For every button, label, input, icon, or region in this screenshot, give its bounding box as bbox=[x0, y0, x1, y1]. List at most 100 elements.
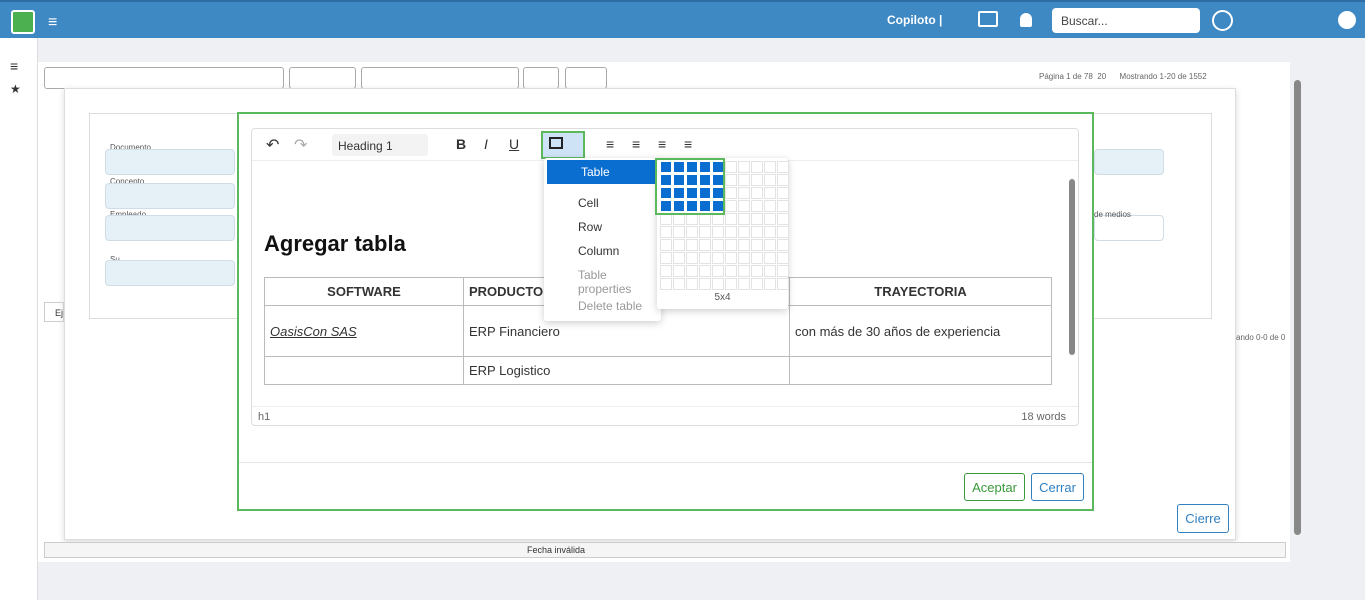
grid-cell[interactable] bbox=[738, 252, 750, 264]
grid-cell[interactable] bbox=[686, 265, 698, 277]
grid-cell[interactable] bbox=[686, 187, 698, 199]
menu-item[interactable]: Cell bbox=[578, 196, 599, 210]
grid-cell[interactable] bbox=[764, 174, 776, 186]
grid-cell[interactable] bbox=[660, 161, 672, 173]
grid-cell[interactable] bbox=[660, 187, 672, 199]
menu-item[interactable]: Table bbox=[547, 160, 658, 184]
grid-cell[interactable] bbox=[738, 226, 750, 238]
grid-cell[interactable] bbox=[725, 252, 737, 264]
grid-cell[interactable] bbox=[751, 239, 763, 251]
grid-cell[interactable] bbox=[699, 161, 711, 173]
grid-cell[interactable] bbox=[751, 161, 763, 173]
grid-cell[interactable] bbox=[673, 200, 685, 212]
justify[interactable]: ≡ bbox=[684, 136, 693, 152]
grid-cell[interactable] bbox=[686, 174, 698, 186]
toolbar[interactable] bbox=[523, 67, 559, 89]
grid-cell[interactable] bbox=[764, 187, 776, 199]
grid-cell[interactable] bbox=[725, 200, 737, 212]
grid-cell[interactable] bbox=[673, 252, 685, 264]
grid-cell[interactable] bbox=[699, 200, 711, 212]
table-button[interactable] bbox=[541, 131, 585, 159]
side-icon[interactable]: ≡ bbox=[10, 58, 19, 74]
grid-cell[interactable] bbox=[751, 174, 763, 186]
grid-cell[interactable] bbox=[660, 174, 672, 186]
grid-cell[interactable] bbox=[751, 226, 763, 238]
italic[interactable]: I bbox=[484, 136, 488, 152]
grid-cell[interactable] bbox=[673, 226, 685, 238]
grid-cell[interactable] bbox=[712, 265, 724, 277]
grid-cell[interactable] bbox=[751, 187, 763, 199]
grid-cell[interactable] bbox=[699, 187, 711, 199]
grid-cell[interactable] bbox=[777, 174, 789, 186]
grid-cell[interactable] bbox=[725, 161, 737, 173]
align-right[interactable]: ≡ bbox=[658, 136, 667, 152]
grid-cell[interactable] bbox=[738, 187, 750, 199]
field[interactable] bbox=[1094, 149, 1164, 175]
grid-cell[interactable] bbox=[738, 174, 750, 186]
page-size[interactable]: 20 bbox=[1097, 72, 1107, 81]
grid-cell[interactable] bbox=[777, 278, 789, 290]
grid-cell[interactable] bbox=[725, 226, 737, 238]
grid-cell[interactable] bbox=[686, 161, 698, 173]
menu-icon[interactable]: ≡ bbox=[48, 14, 58, 31]
grid-cell[interactable] bbox=[712, 278, 724, 290]
grid-cell[interactable] bbox=[699, 174, 711, 186]
grid-cell[interactable] bbox=[777, 161, 789, 173]
grid-cell[interactable] bbox=[764, 226, 776, 238]
grid-cell[interactable] bbox=[660, 278, 672, 290]
underline[interactable]: U bbox=[509, 136, 520, 152]
grid-cell[interactable] bbox=[686, 252, 698, 264]
grid-cell[interactable] bbox=[738, 265, 750, 277]
grid-cell[interactable] bbox=[764, 278, 776, 290]
grid-cell[interactable] bbox=[751, 252, 763, 264]
grid-cell[interactable] bbox=[777, 200, 789, 212]
grid-cell[interactable] bbox=[660, 226, 672, 238]
grid-cell[interactable] bbox=[764, 200, 776, 212]
grid-cell[interactable] bbox=[725, 174, 737, 186]
field[interactable] bbox=[1094, 215, 1164, 241]
grid-cell[interactable] bbox=[673, 239, 685, 251]
settings-icon[interactable] bbox=[1338, 11, 1356, 29]
grid-cell[interactable] bbox=[764, 161, 776, 173]
grid-cell[interactable] bbox=[738, 213, 750, 225]
field[interactable] bbox=[105, 260, 235, 286]
grid-cell[interactable] bbox=[686, 278, 698, 290]
grid-cell[interactable] bbox=[712, 239, 724, 251]
toolbar[interactable] bbox=[361, 67, 519, 89]
search-box[interactable]: Buscar... bbox=[1052, 8, 1200, 33]
grid-cell[interactable] bbox=[686, 200, 698, 212]
close-button[interactable]: Cierre bbox=[1177, 504, 1229, 533]
editor-scrollbar[interactable] bbox=[1069, 179, 1075, 355]
grid-cell[interactable] bbox=[699, 252, 711, 264]
grid-cell[interactable] bbox=[751, 278, 763, 290]
grid-cell[interactable] bbox=[673, 187, 685, 199]
logo[interactable] bbox=[11, 10, 35, 34]
grid-cell[interactable] bbox=[712, 226, 724, 238]
grid-cell[interactable] bbox=[738, 200, 750, 212]
grid-cell[interactable] bbox=[777, 226, 789, 238]
grid-cell[interactable] bbox=[764, 213, 776, 225]
grid-cell[interactable] bbox=[764, 265, 776, 277]
grid-cell[interactable] bbox=[738, 278, 750, 290]
grid-cell[interactable] bbox=[673, 265, 685, 277]
copilot[interactable]: Copiloto | bbox=[887, 13, 943, 27]
grid-cell[interactable] bbox=[777, 187, 789, 199]
redo[interactable]: ↷ bbox=[294, 137, 308, 154]
field[interactable] bbox=[105, 183, 235, 209]
grid-cell[interactable] bbox=[725, 213, 737, 225]
align-center[interactable]: ≡ bbox=[632, 136, 641, 152]
field[interactable] bbox=[105, 149, 235, 175]
grid-cell[interactable] bbox=[751, 200, 763, 212]
grid-cell[interactable] bbox=[699, 278, 711, 290]
grid-cell[interactable] bbox=[777, 213, 789, 225]
grid-cell[interactable] bbox=[725, 239, 737, 251]
grid-cell[interactable] bbox=[777, 239, 789, 251]
grid-cell[interactable] bbox=[673, 161, 685, 173]
grid-cell[interactable] bbox=[738, 161, 750, 173]
grid-cell[interactable] bbox=[699, 239, 711, 251]
accept-button[interactable]: Aceptar bbox=[964, 473, 1025, 501]
grid-cell[interactable] bbox=[738, 239, 750, 251]
grid-cell[interactable] bbox=[712, 252, 724, 264]
side-icon[interactable]: ★ bbox=[10, 82, 21, 96]
grid-cell[interactable] bbox=[660, 200, 672, 212]
